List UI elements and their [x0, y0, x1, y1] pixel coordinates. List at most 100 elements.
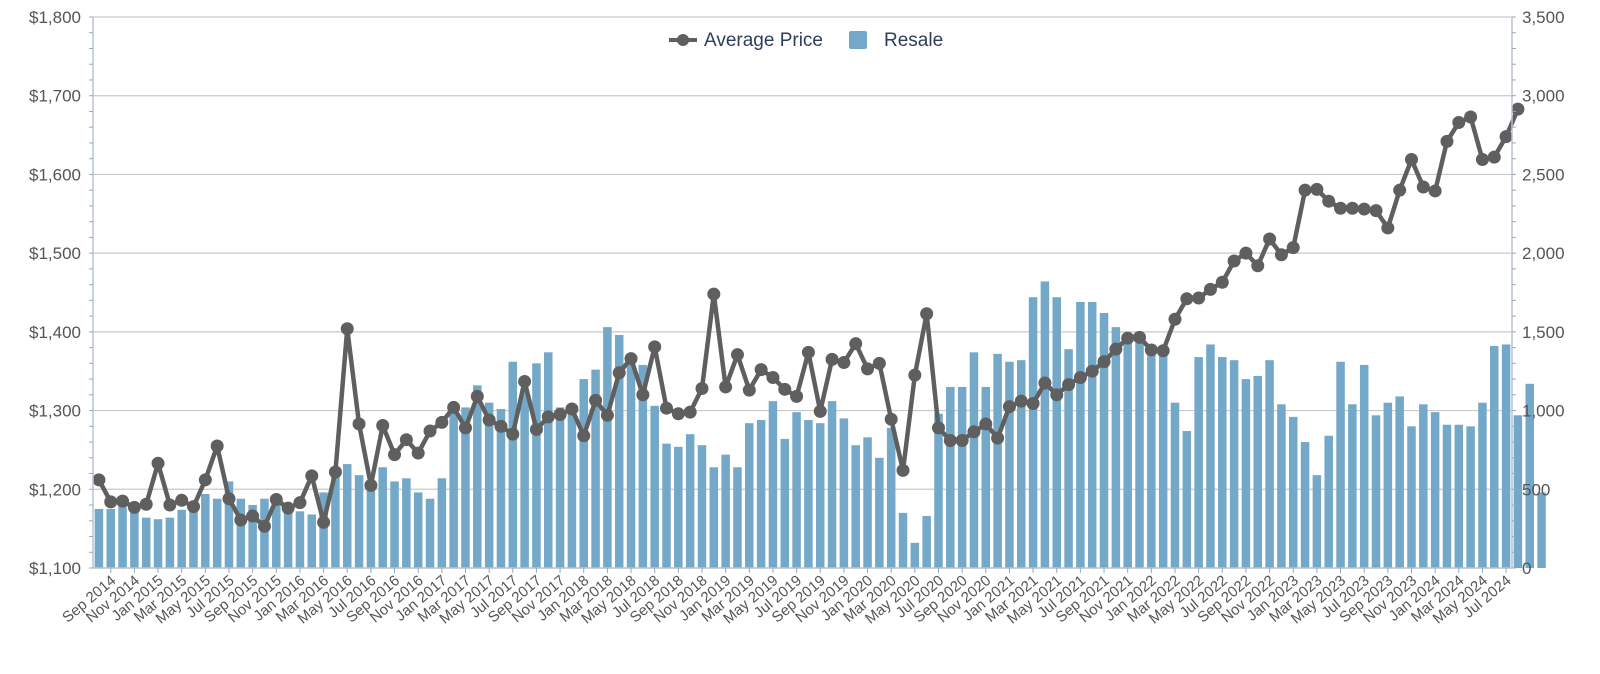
resale-bar[interactable]	[993, 353, 1002, 568]
resale-bar[interactable]	[662, 443, 671, 568]
resale-bar[interactable]	[638, 364, 648, 568]
resale-bar[interactable]	[1383, 402, 1393, 568]
resale-bar[interactable]	[981, 386, 991, 568]
resale-bar[interactable]	[1371, 415, 1381, 568]
average-price-point[interactable]	[565, 402, 579, 416]
average-price-point[interactable]	[778, 382, 792, 396]
average-price-point[interactable]	[671, 407, 685, 421]
average-price-point[interactable]	[482, 413, 496, 427]
resale-bar[interactable]	[1076, 301, 1085, 568]
average-price-point[interactable]	[920, 307, 934, 321]
resale-bar[interactable]	[1407, 426, 1416, 568]
average-price-point[interactable]	[139, 497, 153, 511]
average-price-point[interactable]	[127, 500, 141, 514]
average-price-point[interactable]	[1322, 194, 1336, 208]
resale-bar[interactable]	[922, 516, 931, 568]
average-price-point[interactable]	[730, 348, 744, 362]
average-price-point[interactable]	[388, 448, 402, 462]
average-price-point[interactable]	[1475, 152, 1489, 166]
average-price-point[interactable]	[399, 433, 413, 447]
average-price-point[interactable]	[187, 500, 201, 514]
average-price-point[interactable]	[340, 322, 354, 336]
average-price-point[interactable]	[435, 415, 449, 429]
resale-bar[interactable]	[650, 405, 659, 568]
resale-bar[interactable]	[709, 467, 719, 568]
average-price-point[interactable]	[1014, 394, 1028, 408]
resale-bar[interactable]	[626, 361, 636, 568]
average-price-point[interactable]	[198, 473, 212, 487]
resale-bar[interactable]	[118, 505, 127, 568]
resale-bar[interactable]	[1052, 297, 1061, 568]
resale-bar[interactable]	[390, 481, 399, 568]
resale-bar[interactable]	[756, 420, 766, 568]
resale-bar[interactable]	[141, 517, 151, 568]
resale-bar[interactable]	[1348, 404, 1357, 568]
resale-bar[interactable]	[1336, 361, 1345, 568]
average-price-point[interactable]	[1073, 371, 1087, 385]
resale-bar[interactable]	[1017, 360, 1026, 568]
resale-bar[interactable]	[272, 501, 281, 568]
resale-bar[interactable]	[910, 542, 920, 568]
resale-bar[interactable]	[969, 352, 979, 568]
average-price-point[interactable]	[1144, 343, 1158, 357]
average-price-point[interactable]	[1239, 246, 1253, 260]
resale-bar[interactable]	[413, 492, 423, 568]
average-price-point[interactable]	[1499, 130, 1513, 144]
average-price-point[interactable]	[801, 345, 815, 359]
average-price-point[interactable]	[257, 519, 271, 533]
average-price-point[interactable]	[908, 368, 922, 382]
resale-bar[interactable]	[1241, 379, 1251, 568]
average-price-point[interactable]	[742, 383, 756, 397]
resale-bar[interactable]	[378, 467, 387, 568]
average-price-point[interactable]	[1180, 292, 1194, 306]
resale-bar[interactable]	[1229, 360, 1239, 568]
average-price-point[interactable]	[1357, 202, 1371, 216]
resale-bar[interactable]	[792, 412, 801, 568]
average-price-point[interactable]	[1440, 134, 1454, 148]
resale-bar[interactable]	[1253, 375, 1263, 568]
resale-bar[interactable]	[508, 361, 518, 568]
resale-bar[interactable]	[1277, 404, 1286, 568]
resale-bar[interactable]	[224, 481, 234, 568]
resale-bar[interactable]	[804, 420, 813, 568]
average-price-point[interactable]	[790, 389, 804, 403]
resale-bar[interactable]	[165, 517, 175, 568]
resale-bar[interactable]	[283, 509, 293, 568]
average-price-point[interactable]	[1050, 388, 1064, 402]
resale-bar[interactable]	[484, 402, 494, 568]
resale-bar[interactable]	[780, 438, 790, 568]
resale-bar[interactable]	[1442, 424, 1452, 568]
resale-bar[interactable]	[1537, 492, 1546, 568]
average-price-point[interactable]	[1038, 376, 1052, 390]
average-price-point[interactable]	[589, 393, 603, 407]
resale-bar[interactable]	[839, 418, 849, 568]
average-price-point[interactable]	[1002, 400, 1016, 414]
average-price-point[interactable]	[1286, 241, 1300, 255]
resale-bar[interactable]	[366, 486, 376, 568]
resale-bar[interactable]	[260, 498, 269, 568]
average-price-point[interactable]	[553, 408, 567, 422]
resale-bar[interactable]	[1395, 396, 1404, 568]
resale-bar[interactable]	[342, 464, 352, 568]
resale-bar[interactable]	[1064, 349, 1073, 568]
average-price-point[interactable]	[1416, 180, 1430, 194]
average-price-point[interactable]	[600, 408, 614, 422]
resale-bar[interactable]	[307, 514, 317, 568]
resale-bar[interactable]	[248, 505, 257, 568]
resale-bar[interactable]	[520, 388, 529, 568]
average-price-point[interactable]	[754, 363, 768, 377]
average-price-point[interactable]	[1133, 330, 1147, 344]
average-price-point[interactable]	[175, 493, 189, 507]
resale-bar[interactable]	[851, 445, 860, 568]
average-price-point[interactable]	[707, 287, 721, 301]
resale-bar[interactable]	[201, 494, 210, 568]
average-price-point[interactable]	[1062, 378, 1076, 392]
resale-bar[interactable]	[1087, 301, 1097, 568]
resale-bar[interactable]	[1099, 312, 1109, 568]
resale-bar[interactable]	[815, 423, 825, 568]
resale-bar[interactable]	[1419, 404, 1428, 568]
resale-bar[interactable]	[212, 498, 222, 568]
average-price-point[interactable]	[1251, 259, 1265, 273]
resale-bar[interactable]	[886, 427, 896, 568]
average-price-point[interactable]	[1393, 183, 1407, 197]
